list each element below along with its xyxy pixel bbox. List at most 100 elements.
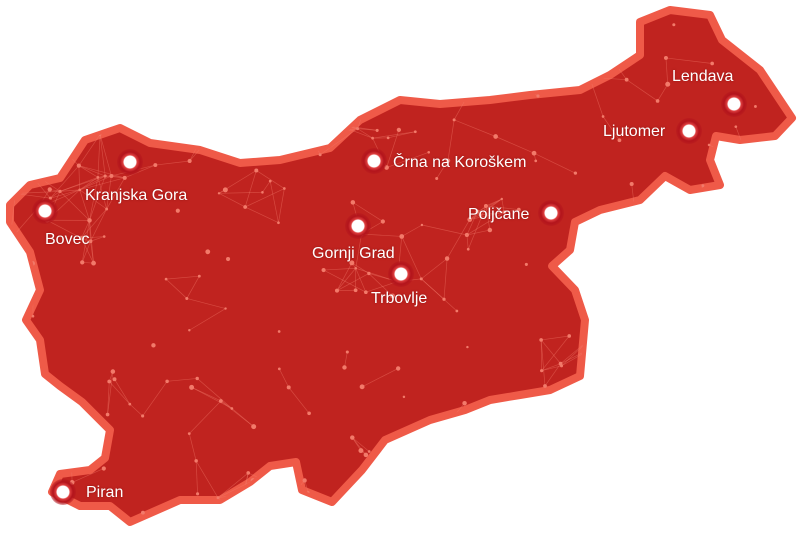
network-dot xyxy=(462,400,467,406)
network-dot xyxy=(749,10,753,13)
network-dot xyxy=(367,450,371,453)
network-line xyxy=(279,127,313,138)
network-line xyxy=(78,134,101,166)
marker-ljutomer[interactable] xyxy=(676,118,702,144)
network-dot xyxy=(10,238,12,242)
network-line xyxy=(656,511,667,518)
network-line xyxy=(195,460,198,494)
network-line xyxy=(323,267,356,271)
network-line xyxy=(59,189,80,192)
network-dot xyxy=(165,379,169,384)
network-line xyxy=(114,10,139,17)
network-line xyxy=(105,175,125,179)
network-dot xyxy=(67,457,73,462)
network-line xyxy=(486,70,525,89)
network-dot xyxy=(754,105,757,108)
network-line xyxy=(601,322,646,344)
network-line xyxy=(89,177,99,221)
network-dot xyxy=(10,257,12,260)
network-line xyxy=(361,368,399,388)
network-dot xyxy=(91,260,96,266)
marker-poljcane[interactable] xyxy=(538,200,564,226)
network-dot xyxy=(352,52,356,56)
label-kranjska-gora: Kranjska Gora xyxy=(85,187,188,204)
network-line xyxy=(97,134,101,178)
network-line xyxy=(24,140,55,169)
network-line xyxy=(280,480,305,509)
network-line xyxy=(592,452,625,477)
network-dot xyxy=(14,393,19,398)
network-line xyxy=(279,368,290,388)
network-line xyxy=(704,325,729,353)
network-dot xyxy=(725,323,731,329)
network-dot xyxy=(47,187,52,192)
network-line xyxy=(79,175,112,191)
network-line xyxy=(191,387,233,409)
network-dot xyxy=(372,513,376,517)
network-dot xyxy=(241,492,245,496)
network-dot xyxy=(304,54,309,58)
network-line xyxy=(357,128,373,139)
network-dot xyxy=(201,132,205,136)
network-dot xyxy=(307,411,311,416)
network-dot xyxy=(697,348,701,351)
network-dot xyxy=(188,329,191,332)
network-dot xyxy=(473,81,476,85)
network-line xyxy=(421,471,432,492)
network-line xyxy=(89,175,106,221)
network-dot xyxy=(282,187,286,190)
network-line xyxy=(220,400,233,409)
network-dot xyxy=(78,235,84,241)
network-line xyxy=(106,175,112,210)
network-dot xyxy=(254,19,258,23)
network-dot xyxy=(363,452,369,458)
network-dot xyxy=(78,188,82,192)
network-line xyxy=(141,28,148,36)
label-bovec: Bovec xyxy=(45,231,90,248)
marker-crna[interactable] xyxy=(361,148,387,174)
network-line xyxy=(90,236,105,242)
network-dot xyxy=(23,166,27,170)
network-line xyxy=(495,136,535,154)
network-line xyxy=(189,308,226,331)
marker-trbovlje[interactable] xyxy=(388,261,414,287)
network-dot xyxy=(302,478,307,483)
network-line xyxy=(477,198,502,212)
network-line xyxy=(73,83,77,94)
network-line xyxy=(111,175,125,179)
network-line xyxy=(107,381,110,415)
network-line xyxy=(244,170,257,208)
network-dot xyxy=(495,52,498,56)
network-dot xyxy=(277,221,280,225)
network-dot xyxy=(413,130,417,134)
network-dot xyxy=(141,414,145,418)
network-dot xyxy=(353,288,358,293)
network-line xyxy=(114,16,148,36)
network-line xyxy=(79,177,99,191)
network-line xyxy=(79,189,90,221)
network-line xyxy=(361,233,402,237)
marker-gornji-grad[interactable] xyxy=(345,213,371,239)
marker-piran[interactable] xyxy=(50,479,76,505)
network-dot xyxy=(445,158,451,163)
network-dot xyxy=(624,368,629,373)
label-poljcane: Poljčane xyxy=(468,206,530,223)
network-line xyxy=(540,339,546,387)
network-line xyxy=(355,268,367,293)
network-line xyxy=(486,53,498,71)
network-line xyxy=(186,276,200,299)
network-dot xyxy=(76,80,80,84)
network-dot xyxy=(323,121,328,126)
marker-bovec[interactable] xyxy=(32,198,58,224)
network-line xyxy=(533,152,576,174)
network-line xyxy=(446,219,471,259)
marker-kranjska-gora[interactable] xyxy=(117,149,143,175)
marker-lendava[interactable] xyxy=(721,91,747,117)
network-dot xyxy=(590,334,596,339)
network-line xyxy=(20,135,26,169)
network-line xyxy=(252,480,281,509)
network-dot xyxy=(453,474,457,478)
network-line xyxy=(486,48,523,72)
network-dot xyxy=(503,431,507,435)
network-dot xyxy=(710,61,714,66)
